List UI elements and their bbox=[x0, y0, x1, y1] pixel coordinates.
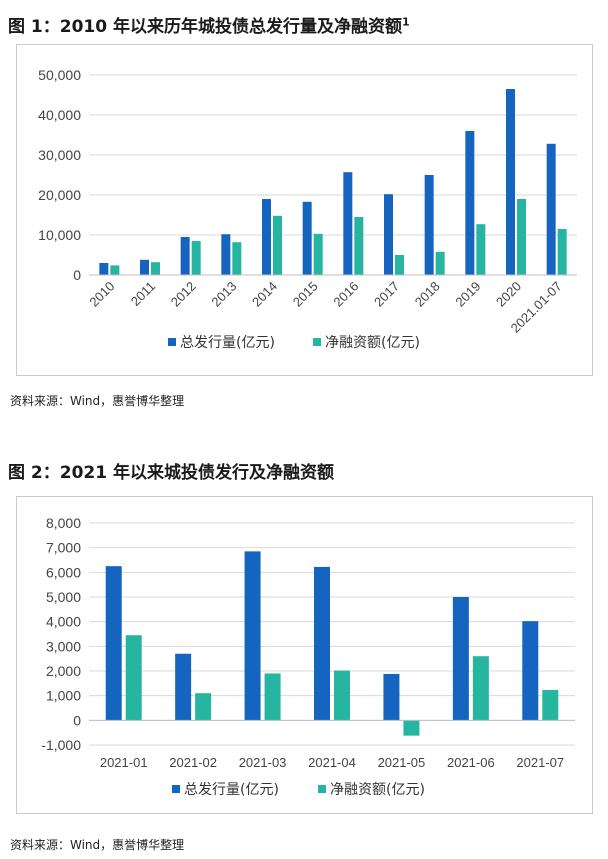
chart2-xtick-label: 2021-05 bbox=[378, 755, 426, 770]
chart1-xtick-label: 2010 bbox=[86, 279, 117, 310]
chart2-bar-issuance bbox=[105, 566, 122, 721]
chart2-xtick-label: 2021-07 bbox=[516, 755, 564, 770]
chart1-bar-net bbox=[273, 215, 282, 275]
chart2-ytick-label: 1,000 bbox=[46, 688, 81, 704]
chart2-ytick-label: 2,000 bbox=[46, 663, 81, 679]
chart1-bar-net bbox=[191, 241, 201, 275]
chart2-xtick-label: 2021-02 bbox=[169, 755, 217, 770]
chart1-bar-issuance bbox=[221, 234, 231, 275]
chart1-bar-net bbox=[151, 262, 160, 275]
chart1-bar-net bbox=[476, 224, 486, 275]
figure1-title-text: 图 1：2010 年以来历年城投债总发行量及净融资额 bbox=[8, 17, 402, 37]
chart2-legend-label-issuance: 总发行量(亿元) bbox=[184, 782, 279, 798]
chart2-bar-issuance bbox=[314, 566, 330, 721]
chart1-bar-net bbox=[110, 265, 120, 275]
chart1-legend-swatch-issuance bbox=[168, 338, 176, 346]
figure1-title: 图 1：2010 年以来历年城投债总发行量及净融资额1 bbox=[8, 12, 410, 37]
chart2-xtick-label: 2021-04 bbox=[308, 755, 356, 770]
chart1-xtick-label: 2018 bbox=[412, 279, 443, 310]
chart2-xtick-label: 2021-06 bbox=[447, 755, 495, 770]
chart2-ytick-label: 4,000 bbox=[46, 614, 81, 630]
chart2-bar-net bbox=[334, 670, 350, 721]
chart2-bar-net bbox=[472, 656, 489, 721]
chart2-bar-net bbox=[542, 689, 559, 721]
chart2-xtick-label: 2021-01 bbox=[100, 755, 148, 770]
chart2-ytick-label: -1,000 bbox=[41, 737, 81, 753]
chart2-bar-issuance bbox=[522, 621, 539, 721]
chart2-ytick-label: 3,000 bbox=[46, 638, 81, 654]
chart1-ytick-label: 0 bbox=[73, 267, 81, 283]
chart1-bar-net bbox=[232, 242, 242, 275]
chart1-xtick-label: 2016 bbox=[330, 279, 361, 310]
chart1-xtick-label: 2019 bbox=[452, 279, 483, 310]
chart1-bar-issuance bbox=[384, 194, 393, 275]
chart2-bar-net bbox=[264, 673, 281, 721]
chart1-bar-issuance bbox=[262, 199, 271, 275]
chart2-bar-issuance bbox=[175, 653, 192, 721]
chart1-legend-swatch-net bbox=[313, 338, 321, 346]
chart1-xtick-label: 2020 bbox=[493, 279, 524, 310]
chart1-bar-issuance bbox=[546, 143, 556, 275]
chart1-ytick-label: 20,000 bbox=[38, 187, 81, 203]
chart1-bar-net bbox=[395, 255, 404, 275]
chart1-panel: 0 10,000 20,000 30,000 40,000 50,000 2010 2011 2… bbox=[16, 44, 593, 376]
chart2-legend-swatch-net bbox=[318, 785, 326, 793]
chart1-ytick-label: 30,000 bbox=[38, 147, 81, 163]
chart2-ytick-label: 6,000 bbox=[46, 564, 81, 580]
chart2-ytick-label: 0 bbox=[73, 712, 81, 728]
chart2-legend-label-net: 净融资额(亿元) bbox=[330, 782, 425, 798]
chart1-xtick-label: 2013 bbox=[208, 279, 239, 310]
chart1-bar-issuance bbox=[302, 201, 312, 275]
chart2-ytick-label: 5,000 bbox=[46, 589, 81, 605]
chart1-bar-net bbox=[354, 217, 364, 275]
figure1-footnote-marker: 1 bbox=[401, 15, 410, 29]
chart1-svg: 0 10,000 20,000 30,000 40,000 50,000 2010 2011 2… bbox=[38, 67, 577, 351]
chart2-svg: -1,000 0 1,000 2,000 3,000 4,000 5,000 6,000 7,0… bbox=[41, 515, 575, 798]
chart1-legend-label-net: 净融资额(亿元) bbox=[325, 335, 420, 351]
chart2-panel: -1,000 0 1,000 2,000 3,000 4,000 5,000 6,000 7,0… bbox=[16, 496, 593, 814]
chart1-ytick-label: 10,000 bbox=[38, 227, 81, 243]
chart2-bar-issuance bbox=[383, 673, 400, 721]
chart1-bar-issuance bbox=[424, 175, 434, 275]
chart1-bar-issuance bbox=[140, 259, 149, 275]
chart1-legend-label-issuance: 总发行量(亿元) bbox=[180, 335, 275, 351]
chart1-bar-issuance bbox=[343, 172, 353, 275]
figure2-title: 图 2：2021 年以来城投债发行及净融资额 bbox=[8, 463, 334, 483]
chart2-xtick-label: 2021-03 bbox=[239, 755, 287, 770]
chart2-bar-issuance bbox=[244, 551, 261, 721]
chart1-xtick-label: 2017 bbox=[371, 279, 402, 310]
chart1-bar-issuance bbox=[506, 89, 515, 275]
chart1-bar-net bbox=[557, 229, 567, 275]
chart1-bar-issuance bbox=[465, 131, 475, 275]
chart2-bar-net bbox=[403, 720, 420, 736]
chart1-bar-net bbox=[517, 199, 526, 275]
chart1-xtick-label: 2012 bbox=[168, 279, 199, 310]
chart1-bar-net bbox=[435, 251, 445, 275]
chart2-bar-issuance bbox=[452, 597, 469, 721]
figure1-source: 资料来源：Wind，惠誉博华整理 bbox=[10, 394, 185, 408]
chart1-xtick-label: 2011 bbox=[128, 279, 158, 309]
chart1-bar-issuance bbox=[99, 263, 109, 275]
chart2-bar-net bbox=[195, 693, 212, 721]
chart1-ytick-label: 50,000 bbox=[38, 67, 81, 83]
chart1-bar-issuance bbox=[180, 237, 190, 275]
chart2-legend-swatch-issuance bbox=[172, 785, 180, 793]
chart1-xtick-label: 2014 bbox=[249, 279, 280, 310]
figure2-source: 资料来源：Wind，惠誉博华整理 bbox=[10, 838, 185, 852]
chart2-ytick-label: 8,000 bbox=[46, 515, 81, 531]
chart2-ytick-label: 7,000 bbox=[46, 540, 81, 556]
chart2-bar-net bbox=[125, 635, 142, 721]
chart1-xtick-label: 2015 bbox=[290, 279, 321, 310]
chart1-ytick-label: 40,000 bbox=[38, 107, 81, 123]
chart1-bar-net bbox=[313, 233, 323, 275]
